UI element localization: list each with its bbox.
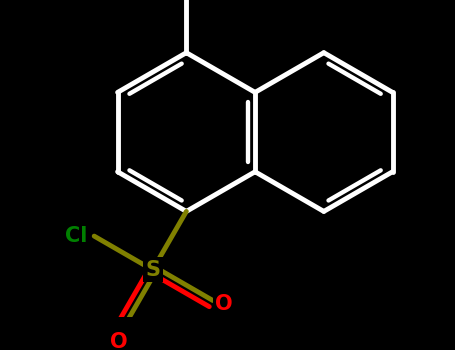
Text: Cl: Cl <box>66 226 88 246</box>
Text: O: O <box>215 294 233 314</box>
Text: S: S <box>145 260 160 280</box>
Text: O: O <box>110 332 128 350</box>
